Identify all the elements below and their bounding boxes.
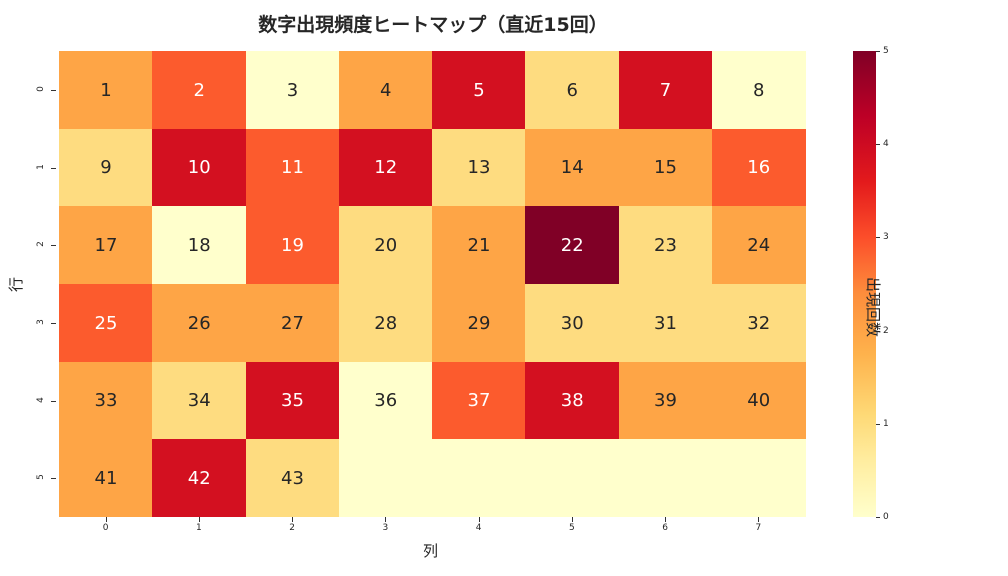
heatmap-cell: 26: [152, 284, 247, 362]
heatmap-cell: 4: [338, 51, 433, 129]
heatmap-cell: 36: [338, 361, 433, 440]
heatmap-cell: 13: [432, 128, 526, 207]
x-tick-label: 6: [662, 523, 668, 533]
x-tick: [571, 517, 573, 522]
heatmap-cell: 43: [245, 439, 340, 518]
colorbar-tick-label: 1: [883, 418, 889, 429]
x-tick-label: 0: [102, 523, 109, 533]
heatmap-cell: 28: [338, 284, 433, 362]
heatmap-cell: 42: [152, 439, 247, 518]
heatmap-cell: 10: [152, 128, 247, 207]
colorbar-tick: [876, 237, 880, 239]
heatmap-cell: 18: [152, 206, 247, 285]
heatmap-cell: 5: [432, 51, 526, 129]
heatmap-cell: 22: [525, 206, 620, 285]
colorbar-label: 出現回数: [864, 277, 882, 338]
heatmap-cell: [338, 439, 433, 518]
x-tick-label: 3: [382, 523, 389, 533]
heatmap-cell: 24: [711, 206, 806, 285]
x-tick-label: 1: [196, 523, 202, 533]
y-tick-label: 5: [36, 474, 46, 481]
colorbar-tick: [876, 517, 880, 518]
heatmap-cell: 38: [525, 361, 620, 440]
heatmap-cell: [711, 439, 806, 518]
heatmap-cell: 14: [525, 128, 620, 207]
heatmap-cell: 8: [711, 51, 806, 129]
y-tick-label: 2: [36, 241, 46, 248]
heatmap-cell: 29: [432, 284, 526, 362]
heatmap-cell: [432, 439, 526, 518]
heatmap-cell: 3: [245, 51, 340, 129]
heatmap-cell: 33: [59, 361, 153, 440]
colorbar-tick: [876, 51, 880, 52]
heatmap-cell: 11: [245, 128, 340, 207]
colorbar-tick: [876, 144, 880, 146]
x-tick-label: 2: [289, 523, 295, 533]
heatmap-cell: 9: [59, 128, 153, 207]
heatmap-cell: 23: [618, 206, 713, 285]
heatmap-cell: 2: [152, 51, 247, 129]
x-tick: [478, 517, 480, 522]
y-axis-label: 行: [7, 276, 26, 293]
chart-title: 数字出現頻度ヒートマップ（直近15回）: [258, 14, 608, 36]
y-tick: [51, 322, 56, 324]
y-tick: [51, 400, 56, 402]
heatmap-cell: 6: [525, 51, 620, 129]
heatmap-cell: [525, 439, 620, 518]
x-tick: [758, 517, 760, 522]
heatmap-cell: 30: [525, 284, 620, 362]
heatmap-cell: 31: [618, 284, 713, 362]
heatmap-cell: 7: [618, 51, 713, 129]
colorbar-tick-label: 5: [883, 46, 889, 56]
x-tick: [385, 517, 387, 522]
heatmap-plot-area: 1 2 3 4 5 6 7 8 9 10 11 12 13 14 15 16 17 18 19 20 21 22 23 24 2…: [59, 51, 806, 518]
heatmap-cell: 17: [59, 206, 153, 285]
x-axis-label: 列: [423, 542, 439, 560]
heatmap-cell: 21: [432, 206, 526, 285]
x-tick: [105, 517, 107, 522]
heatmap-cell: 12: [338, 128, 433, 207]
colorbar-tick-label: 3: [883, 232, 889, 243]
y-tick-label: 3: [36, 318, 46, 325]
y-tick: [51, 167, 56, 169]
colorbar-tick-label: 2: [883, 325, 889, 336]
heatmap-cell: 32: [711, 284, 806, 362]
heatmap-cell: 41: [59, 439, 153, 518]
colorbar-tick: [876, 423, 880, 425]
heatmap-cell: 34: [152, 361, 247, 440]
heatmap-cell: 40: [711, 361, 806, 440]
heatmap-cell: 35: [245, 361, 340, 440]
y-tick-label: 0: [36, 85, 46, 92]
x-tick: [198, 517, 200, 522]
colorbar-tick-label: 0: [883, 512, 889, 522]
colorbar-tick-label: 4: [883, 139, 889, 150]
heatmap-cell: 37: [432, 361, 526, 440]
x-tick-label: 4: [475, 523, 482, 533]
heatmap-cell: 19: [245, 206, 340, 285]
y-tick-label: 1: [36, 163, 46, 170]
x-tick: [292, 517, 294, 522]
y-tick: [51, 89, 56, 91]
x-tick-label: 7: [755, 523, 762, 533]
heatmap-cell: [618, 439, 713, 518]
heatmap-cell: 15: [618, 128, 713, 207]
heatmap-cell: 27: [245, 284, 340, 362]
y-tick: [51, 245, 56, 247]
y-tick-label: 4: [36, 396, 46, 403]
x-tick-label: 5: [569, 523, 575, 533]
y-tick: [51, 478, 56, 480]
heatmap-cell: 39: [618, 361, 713, 440]
heatmap-cell: 1: [59, 51, 153, 129]
heatmap-cell: 25: [59, 284, 153, 362]
heatmap-cell: 20: [338, 206, 433, 285]
x-tick: [665, 517, 667, 522]
colorbar-tick: [876, 330, 880, 332]
colorbar: [853, 51, 876, 517]
heatmap-cell: 16: [711, 128, 806, 207]
